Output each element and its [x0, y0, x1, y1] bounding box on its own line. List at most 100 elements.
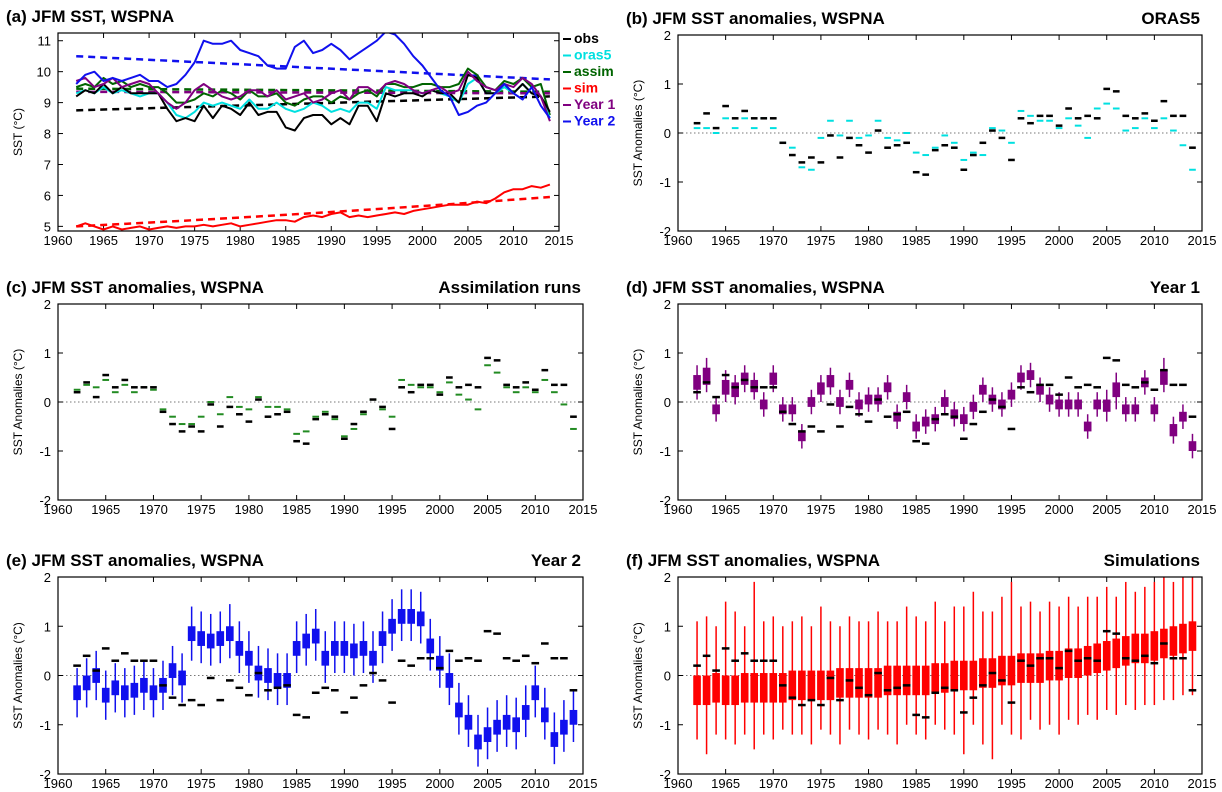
trend-line	[76, 195, 550, 228]
box	[912, 421, 920, 432]
x-tick-label: 2015	[545, 233, 574, 248]
box	[187, 626, 196, 642]
x-tick-label: 1995	[997, 502, 1026, 517]
box	[1112, 638, 1121, 669]
box	[1017, 653, 1025, 683]
box	[560, 719, 568, 735]
box	[302, 633, 310, 649]
box	[130, 682, 139, 698]
x-tick-label: 1980	[854, 502, 883, 517]
box	[969, 660, 978, 691]
y-tick-label: 6	[44, 188, 51, 203]
y-axis-label: SST Anomalies (°C)	[11, 349, 25, 456]
box	[1102, 641, 1111, 671]
box	[321, 650, 330, 666]
box	[1045, 650, 1054, 681]
box	[502, 714, 511, 730]
panel-right-title: Year 2	[531, 551, 581, 570]
plot-frame	[677, 34, 1203, 232]
y-tick-label: -1	[39, 718, 51, 733]
box	[750, 673, 759, 703]
y-axis-label: SST Anomalies (°C)	[631, 349, 645, 456]
box	[1007, 655, 1016, 686]
trend-line	[76, 87, 550, 94]
box	[1083, 421, 1092, 432]
y-axis-label: SST Anomalies (°C)	[631, 80, 645, 187]
x-tick-label: 1965	[89, 233, 118, 248]
legend-label: oras5	[574, 47, 612, 63]
x-tick-label: 1980	[234, 776, 263, 791]
y-tick-label: -1	[659, 444, 671, 459]
box	[702, 675, 711, 706]
box	[1064, 648, 1073, 678]
y-tick-label: 0	[664, 669, 671, 684]
y-tick-label: 5	[44, 219, 51, 234]
x-tick-label: 2010	[1140, 502, 1169, 517]
box	[921, 416, 930, 427]
x-tick-label: 1990	[949, 502, 978, 517]
plot-area	[693, 87, 1196, 176]
x-tick-label: 1995	[997, 233, 1026, 248]
x-tick-label: 1975	[187, 502, 216, 517]
box	[455, 702, 463, 718]
legend-label: Year 2	[574, 113, 615, 129]
x-tick-label: 1970	[139, 502, 168, 517]
x-tick-label: 1990	[949, 776, 978, 791]
box	[826, 670, 835, 701]
box	[359, 641, 368, 656]
box	[1055, 650, 1063, 681]
box	[178, 670, 186, 686]
x-tick-label: 1995	[362, 233, 391, 248]
y-tick-label: -2	[659, 224, 671, 239]
series-line	[75, 183, 551, 231]
x-tick-label: 2005	[1092, 502, 1121, 517]
box	[979, 384, 987, 395]
x-tick-label: 2005	[473, 776, 502, 791]
box	[397, 609, 406, 624]
box	[436, 655, 444, 671]
y-axis-label: SST Anomalies (°C)	[11, 622, 25, 729]
box	[836, 668, 844, 698]
box	[340, 641, 349, 656]
x-tick-label: 1965	[91, 776, 120, 791]
box	[426, 638, 435, 654]
box	[1160, 370, 1168, 385]
panel-e: (e) JFM SST anomalies, WSPNA Year 2 SST An…	[6, 551, 597, 791]
x-tick-label: 1985	[271, 233, 300, 248]
box	[798, 431, 806, 442]
box	[960, 414, 968, 425]
panel-f: (f) JFM SST anomalies, WSPNA Simulations S…	[626, 551, 1216, 791]
box	[731, 382, 739, 398]
box	[550, 732, 559, 747]
box	[693, 675, 701, 706]
box	[759, 399, 768, 410]
x-tick-label: 1985	[282, 502, 311, 517]
plot-frame	[57, 303, 584, 501]
x-tick-label: 1985	[902, 502, 931, 517]
legend-label: Year 1	[574, 96, 615, 112]
box	[197, 631, 205, 646]
box	[740, 673, 749, 703]
box	[369, 650, 377, 666]
box	[721, 675, 730, 706]
box	[1036, 653, 1044, 683]
x-tick-label: 2015	[569, 502, 598, 517]
box	[940, 663, 949, 693]
x-tick-label: 1960	[44, 776, 73, 791]
legend-label: sim	[574, 80, 598, 96]
box	[168, 663, 177, 678]
x-tick-label: 1965	[91, 502, 120, 517]
panel-right-title: ORAS5	[1141, 9, 1200, 28]
box	[712, 404, 720, 415]
x-tick-label: 1960	[44, 502, 73, 517]
x-tick-label: 2005	[473, 502, 502, 517]
box	[407, 609, 415, 624]
panel-a: (a) JFM SST, WSPNA SST (°C) 1960 1965 1970 19…	[6, 7, 615, 248]
y-tick-label: 1	[44, 619, 51, 634]
y-tick-label: -2	[659, 767, 671, 782]
x-tick-label: 2000	[1045, 502, 1074, 517]
x-tick-label: 2010	[521, 776, 550, 791]
box	[149, 685, 158, 701]
box	[245, 650, 253, 666]
